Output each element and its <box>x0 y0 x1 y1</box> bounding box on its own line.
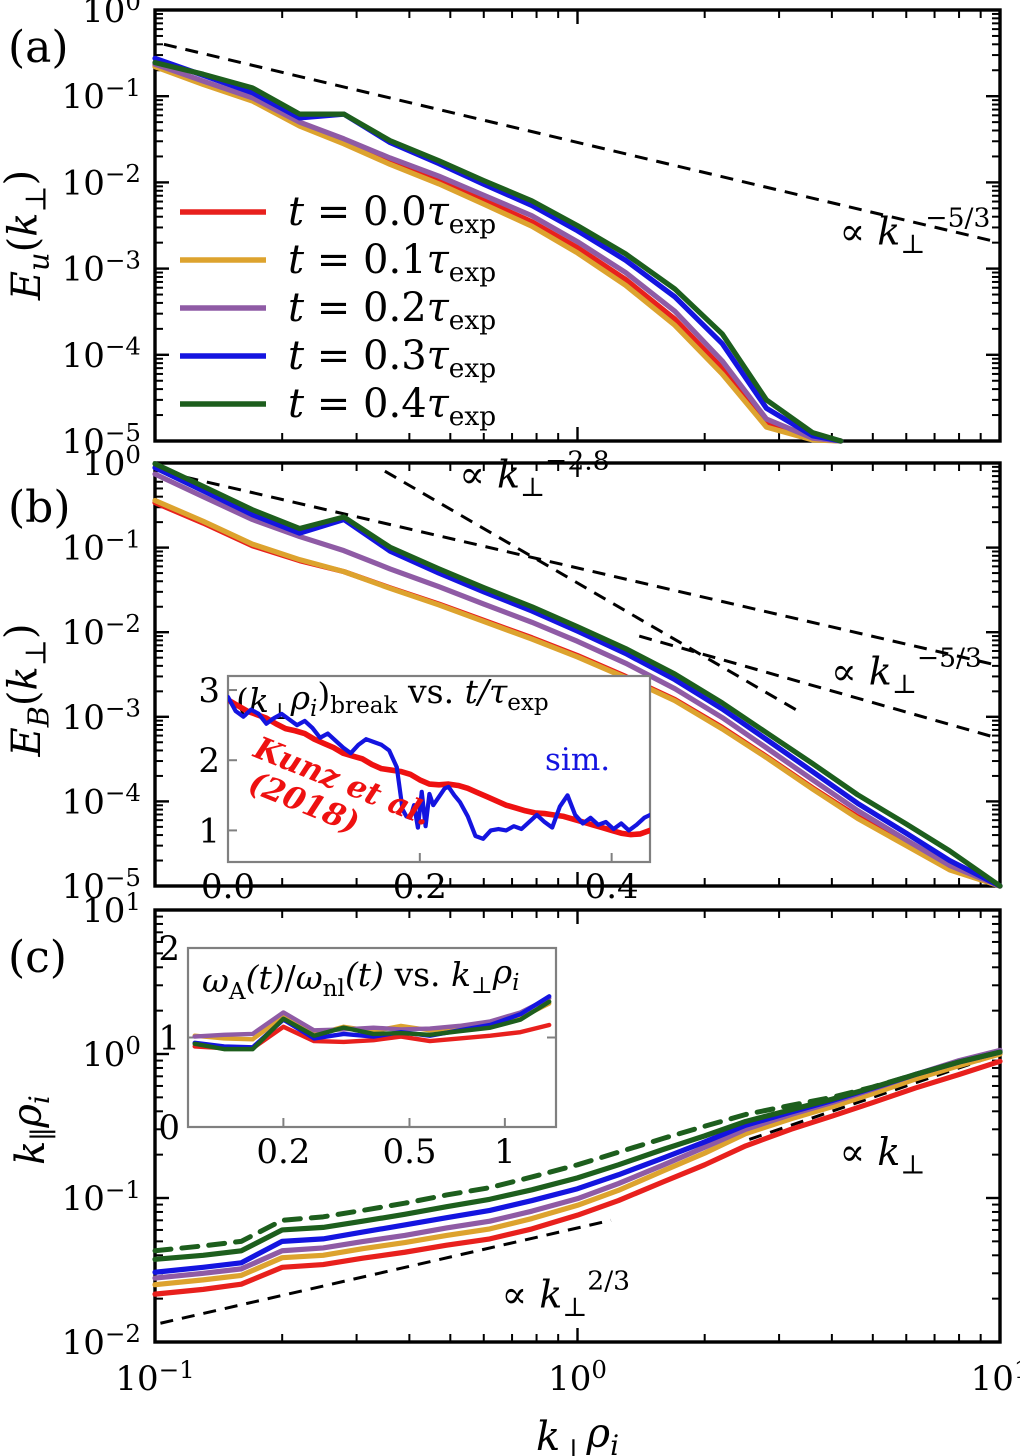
y-axis-label: k∥ρi <box>4 1095 59 1165</box>
y-axis-label: EB(k⊥) <box>0 624 56 758</box>
svg-text:10−3: 10−3 <box>62 694 141 738</box>
svg-text:10−4: 10−4 <box>62 778 141 822</box>
y-axis-label: Eu(k⊥) <box>0 170 56 301</box>
svg-text:10−2: 10−2 <box>62 609 141 653</box>
x-axis-label: k⊥ρi <box>536 1410 619 1456</box>
series-curve <box>152 64 844 444</box>
inset-c-xtick: 0.2 <box>256 1132 310 1172</box>
inset-b-xtick: 0.0 <box>201 867 255 907</box>
inset-b-xtick: 0.2 <box>393 867 447 907</box>
panel-label: (b) <box>8 482 71 533</box>
svg-text:10−5: 10−5 <box>62 418 141 462</box>
inset-b-series <box>228 694 650 841</box>
powerlaw-annotation: ∝ k⊥−5/3 <box>831 643 982 701</box>
powerlaw-annotation: ∝ k⊥−5/3 <box>839 202 990 260</box>
reference-line <box>163 470 1001 668</box>
inset-frame-b <box>226 674 652 864</box>
powerlaw-annotation: ∝ k⊥2/3 <box>501 1265 630 1323</box>
inset-c-ytick: 2 <box>158 929 180 969</box>
svg-text:101: 101 <box>971 1355 1020 1399</box>
series-curve <box>152 465 1003 889</box>
legend-label: t = 0.4τexp <box>288 381 496 432</box>
inset-b-ytick: 2 <box>198 741 220 781</box>
series-curve <box>152 1051 1003 1288</box>
powerlaw-annotation: ∝ k⊥ <box>839 1130 925 1181</box>
inset-c-ytick: 0 <box>158 1108 180 1148</box>
inset-b-ytick: 3 <box>198 671 220 711</box>
svg-text:10−1: 10−1 <box>62 524 141 568</box>
inset-c-title: ωA(t)/ωnl(t) vs. k⊥ρi <box>202 952 520 1005</box>
svg-text:10−4: 10−4 <box>62 332 141 376</box>
reference-line <box>163 42 1001 245</box>
inset-c-xtick: 1 <box>494 1132 516 1172</box>
svg-text:EB(k⊥): EB(k⊥) <box>0 624 56 758</box>
legend-label: t = 0.0τexp <box>288 189 496 240</box>
svg-text:10−1: 10−1 <box>115 1355 194 1399</box>
inset-c-ytick: 1 <box>158 1019 180 1059</box>
series-curve <box>152 497 1003 889</box>
inset-b-xtick: 0.4 <box>585 867 639 907</box>
inset-b-ytick: 1 <box>198 811 220 851</box>
series-curve-dashed <box>152 1049 1003 1254</box>
reference-line <box>160 1218 612 1325</box>
inset-c-series <box>192 999 552 1052</box>
svg-text:100: 100 <box>82 440 141 484</box>
svg-text:100: 100 <box>82 0 141 31</box>
svg-text:k∥ρi: k∥ρi <box>4 1095 59 1165</box>
legend-label: t = 0.1τexp <box>288 237 496 288</box>
series-curve <box>152 55 844 444</box>
svg-text:10−5: 10−5 <box>62 863 141 907</box>
reference-line <box>638 634 1001 741</box>
series-curve <box>152 471 1003 889</box>
powerlaw-annotation: ∝ k⊥−2.8 <box>459 445 609 503</box>
series-curve <box>152 461 1003 889</box>
svg-text:10−1: 10−1 <box>62 1175 141 1219</box>
svg-text:Eu(k⊥): Eu(k⊥) <box>0 170 56 301</box>
series-curve <box>152 1058 1003 1297</box>
series-curve <box>152 61 844 444</box>
svg-text:10−3: 10−3 <box>62 245 141 289</box>
svg-text:10−1: 10−1 <box>62 73 141 117</box>
svg-text:100: 100 <box>82 1031 141 1075</box>
inset-b-sim-label: sim. <box>545 742 610 778</box>
legend-label: t = 0.2τexp <box>288 285 496 336</box>
svg-text:10−2: 10−2 <box>62 159 141 203</box>
series-curve <box>152 60 844 444</box>
legend-label: t = 0.3τexp <box>288 333 496 384</box>
reference-line <box>384 469 798 712</box>
inset-c-xtick: 0.5 <box>382 1132 436 1172</box>
svg-text:101: 101 <box>82 887 141 931</box>
panel-label: (c) <box>8 932 67 983</box>
panel-label: (a) <box>8 22 69 73</box>
svg-text:100: 100 <box>548 1355 607 1399</box>
svg-text:10−2: 10−2 <box>62 1319 141 1363</box>
series-curve <box>152 1049 1003 1262</box>
inset-c-series <box>192 995 552 1039</box>
